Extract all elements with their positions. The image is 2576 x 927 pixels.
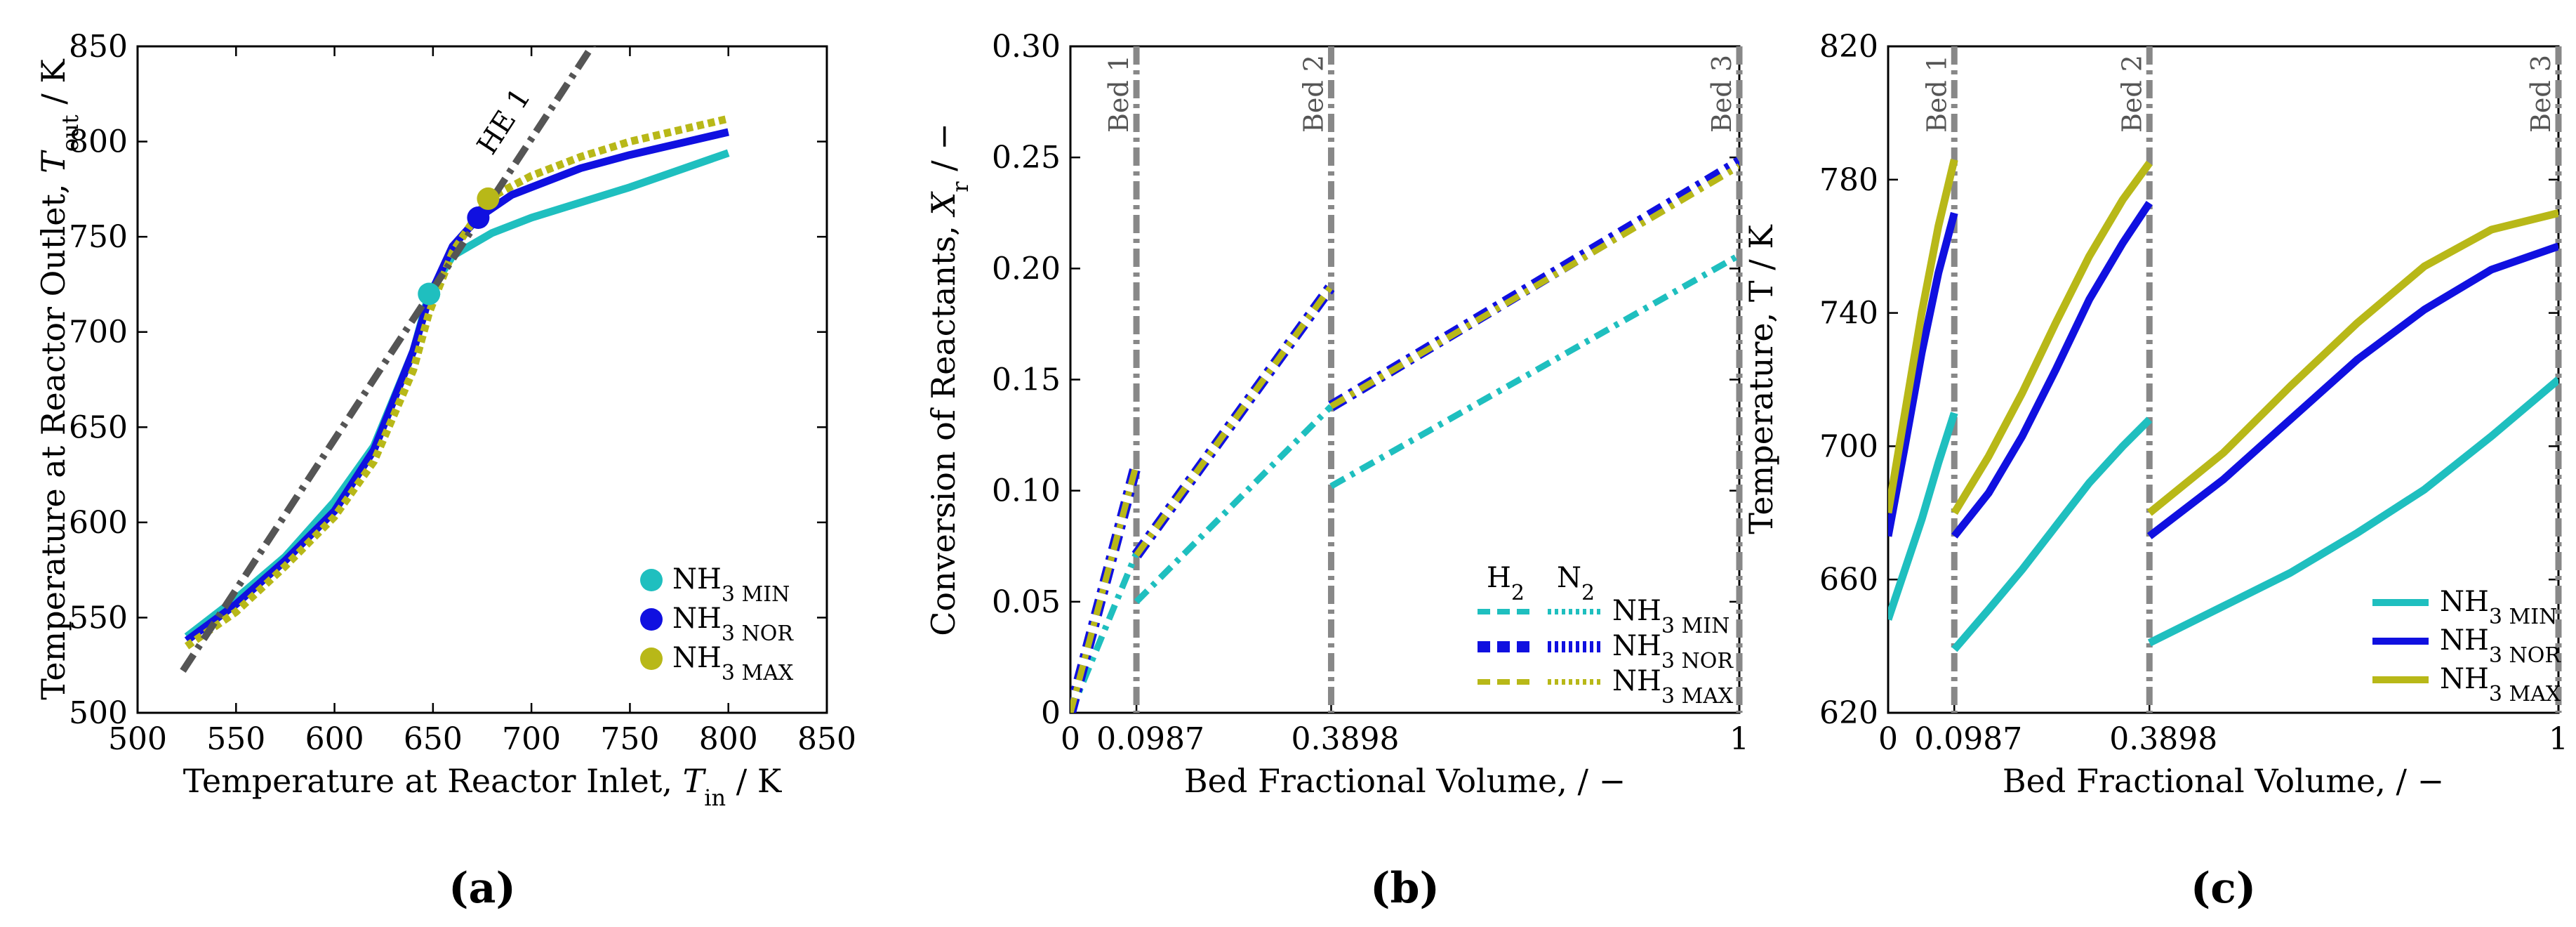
- a-plot-area: [180, 46, 730, 673]
- c-y-tick-label: 820: [1819, 29, 1878, 65]
- a-legend-marker: [640, 608, 663, 631]
- b-bed-label: Bed 2: [1298, 55, 1329, 133]
- c-x-tick-label: 0: [1878, 721, 1898, 757]
- b-x-tick-label: 0: [1061, 721, 1080, 757]
- b-series-line: [1329, 163, 1739, 409]
- panel-c: 0 0.0987 0.3898 1 620 660 700 740 780 820 Bed 1 Bed…: [1742, 29, 2568, 913]
- b-y-tick-label: 0.30: [992, 29, 1061, 65]
- a-y-tick-label: 700: [69, 315, 128, 350]
- c-series-line: [1951, 160, 2153, 515]
- a-x-tick-label: 850: [797, 721, 856, 757]
- a-y-tick-label: 850: [69, 29, 128, 65]
- a-caption: (a): [449, 864, 516, 913]
- a-series-line: [184, 149, 730, 640]
- a-legend-label: NH3 MIN: [672, 563, 790, 607]
- c-series-line: [2146, 209, 2558, 516]
- c-series-line: [1888, 159, 1958, 514]
- b-legend-label: NH3 MIN: [1612, 595, 1729, 638]
- a-y-tick-label: 550: [69, 600, 128, 636]
- a-x-tick-label: 500: [108, 721, 167, 757]
- b-series-line: [1134, 284, 1334, 558]
- b-y-tick-label: 0.05: [992, 584, 1061, 620]
- b-y-tick-label: 0.25: [992, 140, 1061, 176]
- a-legend-label: NH3 MAX: [672, 642, 794, 685]
- c-series-line: [1888, 211, 1958, 537]
- b-x-axis-label: Bed Fractional Volume, / −: [1184, 762, 1626, 800]
- a-legend-marker: [640, 569, 663, 591]
- c-legend-label: NH3 MAX: [2440, 663, 2561, 706]
- a-marker-point: [477, 187, 500, 210]
- c-series-line: [1888, 412, 1958, 621]
- panel-b: 0 0.0987 0.3898 1 0 0.05 0.10 0.15 0.20 0.25 0.30 B…: [924, 29, 1749, 913]
- a-y-tick-label: 500: [69, 695, 128, 731]
- a-series-line: [180, 46, 597, 673]
- b-legend-header: H2: [1487, 562, 1525, 605]
- c-y-tick-label: 660: [1819, 562, 1878, 598]
- a-y-tick-label: 750: [69, 219, 128, 255]
- c-series-line: [1951, 200, 2153, 539]
- a-marker-point: [467, 206, 490, 230]
- b-caption: (b): [1370, 864, 1440, 913]
- a-x-tick-label: 800: [699, 721, 758, 757]
- c-bed-label: Bed 1: [1921, 55, 1952, 133]
- c-legend-label: NH3 MIN: [2440, 586, 2557, 629]
- b-series-line: [1329, 252, 1739, 489]
- b-y-tick-label: 0.15: [992, 362, 1061, 398]
- b-x-tick-label: 1: [1729, 721, 1749, 757]
- b-series-line: [1134, 404, 1334, 604]
- b-bed-label: Bed 3: [1706, 55, 1737, 133]
- a-x-tick-label: 750: [600, 721, 659, 757]
- c-series-line: [2146, 242, 2558, 539]
- c-y-tick-label: 620: [1819, 695, 1878, 731]
- a-y-tick-label: 800: [69, 124, 128, 160]
- panel-a: 500 550 600 650 700 750 800 850 500 550 600 650 700 7…: [34, 29, 856, 913]
- c-plot-area: [1888, 159, 2558, 652]
- c-y-axis-label: Temperature, T / K: [1742, 224, 1780, 534]
- a-x-tick-label: 650: [404, 721, 463, 757]
- b-legend-header: N2: [1557, 562, 1595, 605]
- c-x-axis-label: Bed Fractional Volume, / −: [2003, 762, 2444, 800]
- a-y-tick-label: 650: [69, 409, 128, 445]
- b-legend-label: NH3 MAX: [1612, 665, 1734, 709]
- c-y-tick-label: 780: [1819, 162, 1878, 198]
- b-legend-label: NH3 NOR: [1612, 630, 1734, 673]
- c-bed-label: Bed 3: [2525, 55, 2556, 133]
- a-x-tick-label: 700: [502, 721, 561, 757]
- b-y-tick-label: 0.20: [992, 251, 1061, 287]
- c-x-tick-label: 0.3898: [2109, 721, 2217, 757]
- a-x-axis-label: Temperature at Reactor Inlet, Tin / K: [183, 762, 783, 811]
- a-legend-marker: [640, 647, 663, 670]
- c-legend-label: NH3 NOR: [2440, 624, 2561, 668]
- a-y-tick-label: 600: [69, 505, 128, 541]
- c-x-tick-label: 0.0987: [1914, 721, 2022, 757]
- b-y-tick-label: 0: [1041, 695, 1061, 731]
- c-series-line: [2147, 376, 2558, 647]
- b-series-line: [1070, 551, 1140, 713]
- a-y-axis-label: Temperature at Reactor Outlet, Tout / K: [34, 58, 84, 700]
- c-y-tick-label: 740: [1819, 296, 1878, 331]
- c-x-tick-label: 1: [2549, 721, 2568, 757]
- b-series-line: [1070, 463, 1140, 713]
- b-bed-label: Bed 1: [1103, 55, 1134, 133]
- b-plot-area: [1070, 157, 1739, 713]
- a-legend-label: NH3 NOR: [672, 603, 794, 646]
- b-y-axis-label: Conversion of Reactants, Xr / −: [924, 123, 974, 636]
- a-plot-frame: [136, 45, 828, 714]
- b-x-tick-label: 0.0987: [1096, 721, 1204, 757]
- b-x-tick-label: 0.3898: [1291, 721, 1399, 757]
- c-caption: (c): [2191, 864, 2256, 913]
- a-series-line: [184, 128, 729, 644]
- b-y-tick-label: 0.10: [992, 473, 1061, 509]
- a-x-tick-label: 600: [305, 721, 364, 757]
- c-series-line: [1951, 416, 2153, 652]
- c-bed-label: Bed 2: [2116, 55, 2147, 133]
- c-y-tick-label: 700: [1819, 428, 1878, 464]
- a-x-tick-label: 550: [206, 721, 265, 757]
- a-marker-point: [418, 282, 441, 305]
